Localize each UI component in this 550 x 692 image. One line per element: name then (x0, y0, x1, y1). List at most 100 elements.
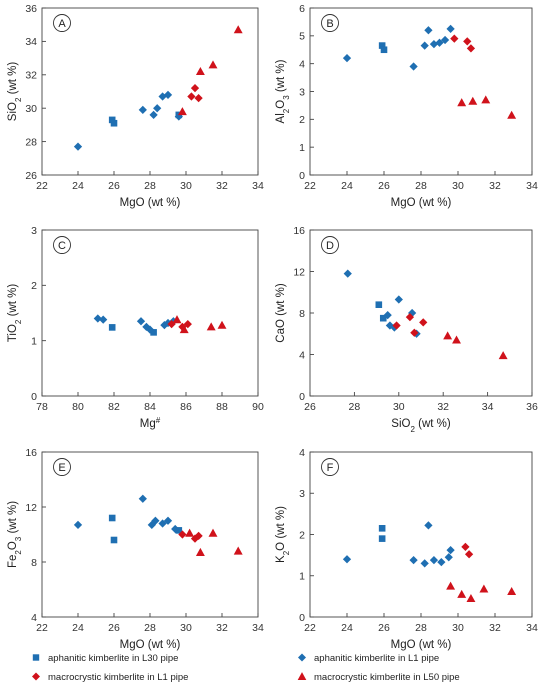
x-axis-label: SiO2 (wt %) (391, 418, 451, 434)
y-axis-label: CaO (wt %) (275, 283, 287, 343)
y-axis-label: Al2O3 (wt %) (275, 59, 291, 123)
data-point (429, 555, 439, 565)
data-point (479, 584, 489, 593)
y-tick-label: 0 (299, 612, 305, 624)
legend-item: aphanitic kimberlite in L1 pipe (298, 653, 439, 664)
x-tick-label: 22 (36, 180, 48, 192)
y-tick-label: 1 (299, 142, 305, 154)
data-point (342, 53, 352, 63)
data-point (190, 84, 200, 93)
data-point (420, 559, 429, 568)
y-tick-label: 8 (31, 557, 37, 569)
data-point (138, 105, 147, 114)
data-point (457, 98, 467, 107)
legend-marker (298, 653, 306, 662)
data-point (375, 301, 383, 308)
x-tick-label: 22 (304, 180, 316, 192)
data-point (93, 314, 102, 323)
panel-letter: D (326, 240, 334, 252)
data-point (466, 593, 476, 603)
x-tick-label: 28 (144, 180, 156, 192)
data-point (149, 110, 158, 120)
x-tick-label: 26 (108, 180, 120, 192)
y-tick-label: 3 (299, 488, 305, 500)
x-tick-label: 30 (452, 180, 464, 192)
data-point (208, 60, 218, 69)
plot-frame (41, 7, 259, 176)
plot-frame (309, 7, 533, 176)
data-point (507, 586, 517, 595)
legend-label: aphanitic kimberlite in L1 pipe (314, 653, 439, 664)
plot-frame (41, 451, 259, 618)
data-point (450, 34, 459, 43)
data-point (424, 521, 433, 530)
data-point (464, 550, 474, 559)
y-tick-label: 5 (299, 31, 305, 43)
x-tick-label: 26 (304, 401, 316, 413)
x-tick-label: 24 (341, 180, 353, 192)
panel-letter-circle (53, 14, 71, 32)
data-point (424, 26, 433, 35)
y-tick-label: 4 (31, 612, 37, 624)
x-tick-label: 30 (180, 180, 192, 192)
x-tick-label: 32 (437, 401, 449, 413)
y-tick-label: 26 (25, 170, 37, 182)
panel-letter: B (326, 18, 333, 30)
x-tick-label: 26 (378, 622, 390, 634)
x-tick-label: 82 (108, 401, 120, 413)
legend-marker (297, 672, 307, 680)
y-axis-label: SiO2 (wt %) (7, 62, 23, 122)
x-tick-label: 78 (36, 401, 48, 413)
y-axis-label: TiO2 (wt %) (7, 284, 23, 343)
data-point (446, 581, 456, 590)
data-point (378, 535, 386, 542)
y-tick-label: 4 (299, 58, 305, 70)
data-point (73, 142, 83, 151)
x-tick-label: 84 (144, 401, 156, 413)
y-tick-label: 0 (299, 391, 305, 403)
data-point (73, 520, 83, 529)
data-point (380, 46, 388, 54)
y-tick-label: 3 (299, 86, 305, 98)
data-point (463, 37, 472, 46)
data-point (217, 320, 227, 329)
y-tick-label: 6 (299, 3, 305, 15)
data-point (446, 546, 455, 555)
x-tick-label: 34 (482, 401, 494, 413)
y-axis-label: Fe2O3 (wt %) (7, 501, 23, 568)
data-point (108, 324, 116, 331)
x-tick-label: 28 (144, 622, 156, 634)
y-tick-label: 2 (31, 280, 37, 292)
panel-letter-circle (321, 458, 339, 476)
x-tick-label: 24 (341, 622, 353, 634)
data-point (379, 314, 387, 322)
panel-letter: F (327, 462, 334, 474)
legend-marker (32, 654, 40, 661)
x-axis-label: MgO (wt %) (120, 197, 181, 209)
data-point (153, 104, 162, 113)
data-point (378, 525, 386, 532)
y-tick-label: 1 (31, 335, 37, 347)
y-tick-label: 32 (25, 70, 37, 82)
data-point (446, 24, 455, 33)
data-point (443, 331, 453, 340)
x-tick-label: 26 (108, 622, 120, 634)
data-point (409, 62, 418, 71)
data-point (233, 25, 243, 34)
y-tick-label: 28 (25, 136, 37, 148)
data-point (378, 42, 386, 49)
data-point (437, 558, 446, 567)
x-tick-label: 24 (72, 622, 84, 634)
x-tick-label: 32 (216, 622, 228, 634)
panel-a: 22 24 26 28 30 32 34 26 28 30 32 34 36 MgO (wt %) SiO2… (7, 3, 264, 209)
x-tick-label: 28 (349, 401, 361, 413)
plot-frame (41, 229, 259, 397)
plot-frame (309, 451, 533, 618)
y-tick-label: 8 (299, 308, 305, 320)
x-tick-label: 30 (452, 622, 464, 634)
data-point (110, 119, 118, 127)
data-point (178, 530, 187, 539)
y-tick-label: 30 (25, 103, 37, 115)
data-point (468, 96, 478, 105)
data-point (145, 325, 155, 334)
